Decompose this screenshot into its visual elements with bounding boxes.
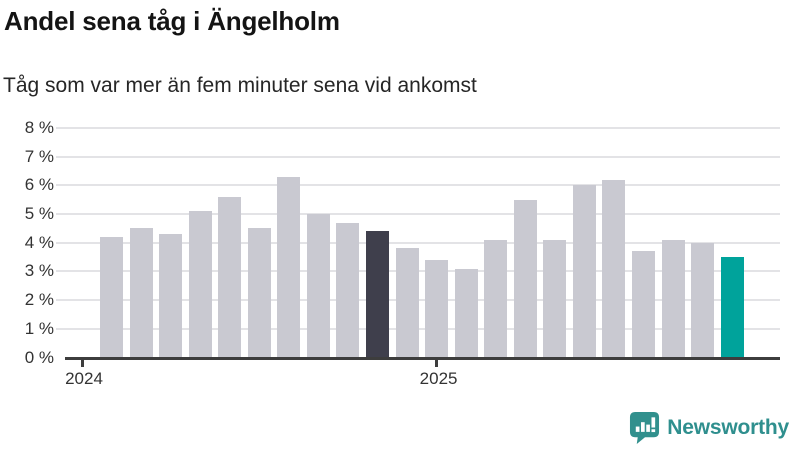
bar-2025-09 bbox=[661, 239, 685, 358]
bar-2025-01 bbox=[425, 259, 449, 358]
bar-2025-08 bbox=[632, 251, 655, 358]
gridline bbox=[56, 213, 780, 215]
y-axis-label: 4 % bbox=[24, 232, 54, 252]
y-axis-label: 8 % bbox=[24, 117, 54, 137]
bar-2025-02 bbox=[454, 268, 478, 358]
bar-2024-05 bbox=[188, 211, 212, 358]
bar-2025-05 bbox=[543, 239, 567, 358]
y-axis-label: 5 % bbox=[24, 204, 54, 223]
bar-2024-02 bbox=[100, 237, 123, 358]
bar-2024-07 bbox=[247, 228, 271, 358]
bar-2024-06 bbox=[218, 196, 242, 358]
y-axis-label: 3 % bbox=[24, 261, 54, 281]
bar-2024-10 bbox=[336, 222, 360, 358]
bar-2024-08 bbox=[277, 176, 301, 358]
chart-title: Andel sena tåg i Ängelholm bbox=[4, 6, 340, 36]
y-axis-label: 6 % bbox=[24, 175, 54, 195]
gridline bbox=[56, 241, 780, 244]
bar-2024-04 bbox=[159, 234, 183, 358]
gridline bbox=[56, 155, 780, 158]
bar-2025-11 bbox=[720, 257, 744, 358]
bar-2025-07 bbox=[602, 179, 626, 358]
bar-2025-10 bbox=[691, 242, 715, 358]
y-axis-label: 1 % bbox=[24, 318, 54, 338]
bar-2024-03 bbox=[129, 228, 153, 358]
gridline bbox=[56, 184, 780, 187]
y-axis-label: 2 % bbox=[24, 290, 54, 310]
x-axis-line bbox=[65, 357, 780, 360]
y-axis-label: 0 % bbox=[24, 347, 54, 367]
bar-2024-11 bbox=[366, 231, 389, 358]
newsworthy-bubble-barchart-icon bbox=[629, 411, 660, 445]
bar-2025-04 bbox=[513, 199, 537, 358]
x-axis-year-label: 2024 bbox=[65, 368, 103, 388]
chart-subtitle: Tåg som var mer än fem minuter sena vid … bbox=[3, 74, 477, 97]
x-axis-tick bbox=[435, 360, 439, 367]
x-axis-tick bbox=[80, 360, 84, 367]
newsworthy-brand-text: Newsworthy bbox=[667, 416, 789, 439]
x-axis-year-label: 2025 bbox=[419, 368, 458, 388]
bar-2025-03 bbox=[484, 239, 508, 358]
y-axis-label: 7 % bbox=[24, 146, 54, 166]
bar-2024-12 bbox=[395, 248, 419, 358]
bar-2024-09 bbox=[306, 214, 330, 358]
newsworthy-logo[interactable]: Newsworthy bbox=[629, 411, 789, 445]
gridline bbox=[56, 126, 780, 129]
bar-2025-06 bbox=[572, 185, 596, 358]
